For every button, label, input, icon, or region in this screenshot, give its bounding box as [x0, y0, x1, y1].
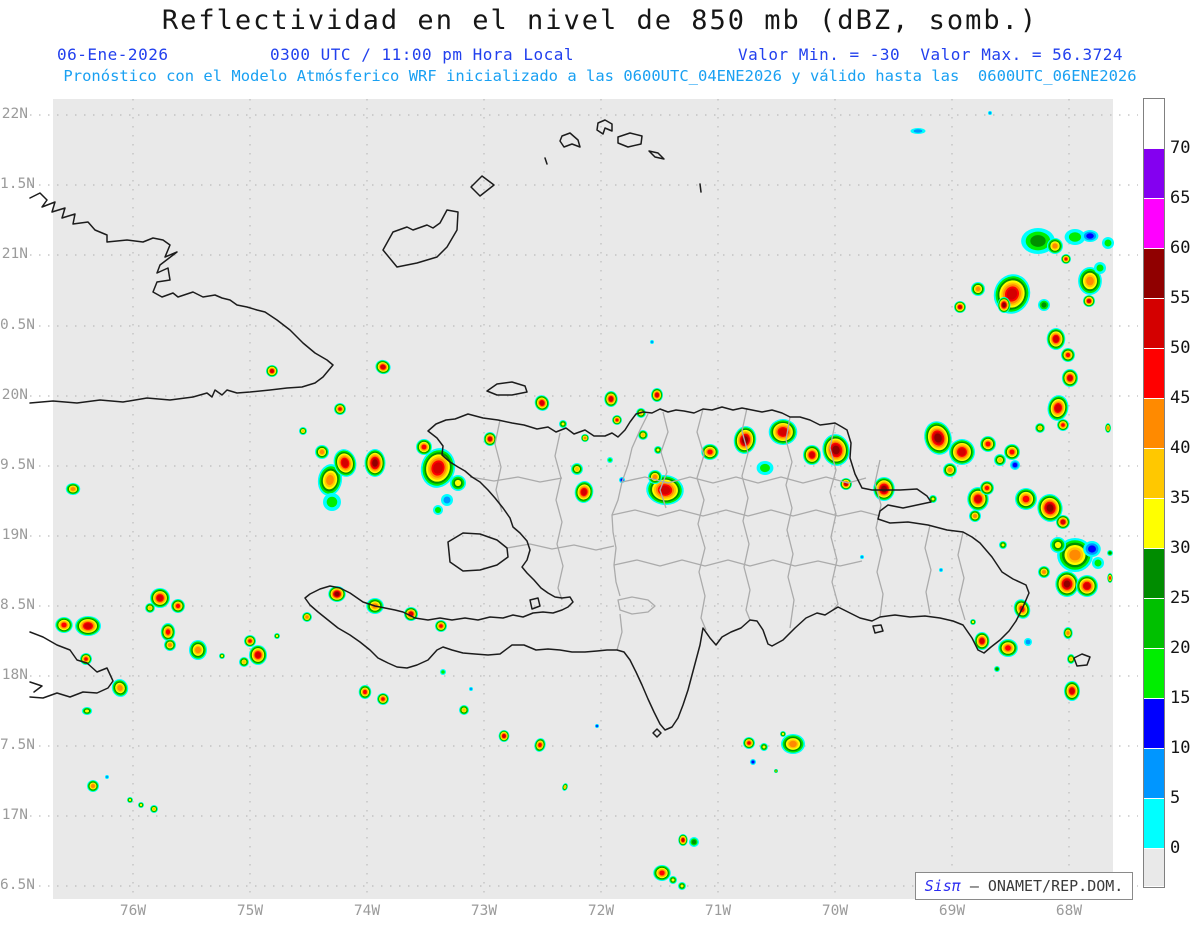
reflectivity-cells: [55, 111, 1114, 890]
lat-tick-22N: 22N: [1, 106, 28, 122]
colorbar-band: [1144, 349, 1164, 399]
colorbar-band: [1144, 549, 1164, 599]
colorbar-tick-40: 40: [1170, 438, 1191, 458]
lat-tick-8.5N: 8.5N: [0, 597, 35, 613]
colorbar-band: [1144, 399, 1164, 449]
colorbar-band: [1144, 499, 1164, 549]
colorbar-band: [1144, 749, 1164, 799]
colorbar-tick-60: 60: [1170, 238, 1191, 258]
colorbar-tick-0: 0: [1170, 838, 1181, 858]
lat-tick-6.5N: 6.5N: [0, 877, 35, 893]
attribution-box: Sisπ – ONAMET/REP.DOM.: [915, 872, 1133, 900]
colorbar-band: [1144, 249, 1164, 299]
sispi-logo: Sisπ: [924, 877, 961, 895]
colorbar-band: [1144, 699, 1164, 749]
date-label: 06-Ene-2026: [57, 45, 169, 64]
colorbar-band: [1144, 599, 1164, 649]
lon-tick-70W: 70W: [821, 903, 849, 919]
colorbar-tick-50: 50: [1170, 338, 1191, 358]
lon-tick-75W: 75W: [236, 903, 264, 919]
colorbar-tick-15: 15: [1170, 688, 1191, 708]
colorbar-band: [1144, 299, 1164, 349]
grid-lines: [30, 99, 1138, 899]
colorbar-tick-35: 35: [1170, 488, 1191, 508]
lat-tick-17N: 17N: [1, 807, 28, 823]
colorbar-tick-55: 55: [1170, 288, 1191, 308]
lat-tick-21N: 21N: [1, 246, 28, 262]
colorbar-tick-45: 45: [1170, 388, 1191, 408]
forecast-model-label: Pronóstico con el Modelo Atmósferico WRF…: [63, 67, 1137, 85]
colorbar-tick-20: 20: [1170, 638, 1191, 658]
colorbar-tick-70: 70: [1170, 138, 1191, 158]
colorbar-band: [1144, 149, 1164, 199]
colorbar-band: [1144, 99, 1164, 149]
page-title: Reflectividad en el nivel de 850 mb (dBZ…: [161, 5, 1039, 36]
province-borders: [469, 407, 966, 651]
lat-tick-20N: 20N: [1, 387, 28, 403]
colorbar-band: [1144, 199, 1164, 249]
lat-tick-7.5N: 7.5N: [0, 737, 35, 753]
colorbar-tick-30: 30: [1170, 538, 1191, 558]
colorbar-band: [1144, 649, 1164, 699]
valid-time-label: 0300 UTC / 11:00 pm Hora Local: [270, 45, 574, 64]
lon-tick-68W: 68W: [1055, 903, 1083, 919]
lat-tick-19N: 19N: [1, 527, 28, 543]
colorbar-band: [1144, 849, 1164, 887]
lat-tick-9.5N: 9.5N: [0, 457, 35, 473]
coastlines: [29, 119, 1091, 738]
minmax-values-label: Valor Min. = -30 Valor Max. = 56.3724: [738, 45, 1124, 64]
lon-tick-73W: 73W: [470, 903, 498, 919]
lon-tick-76W: 76W: [119, 903, 147, 919]
colorbar-tick-65: 65: [1170, 188, 1191, 208]
colorbar-tick-25: 25: [1170, 588, 1191, 608]
lat-tick-1.5N: 1.5N: [0, 176, 35, 192]
attribution-text: – ONAMET/REP.DOM.: [969, 877, 1124, 895]
lat-tick-0.5N: 0.5N: [0, 317, 35, 333]
colorbar: [1143, 98, 1165, 888]
colorbar-tick-5: 5: [1170, 788, 1181, 808]
latitude-axis: 22N 1.5N 21N 0.5N 20N 9.5N 19N 8.5N 18N 7.5N 17N 6.…: [0, 0, 35, 927]
colorbar-tick-10: 10: [1170, 738, 1191, 758]
colorbar-band: [1144, 799, 1164, 849]
lon-tick-69W: 69W: [938, 903, 966, 919]
lon-tick-71W: 71W: [704, 903, 732, 919]
lon-tick-72W: 72W: [587, 903, 615, 919]
lon-tick-74W: 74W: [353, 903, 381, 919]
lat-tick-18N: 18N: [1, 667, 28, 683]
colorbar-band: [1144, 449, 1164, 499]
